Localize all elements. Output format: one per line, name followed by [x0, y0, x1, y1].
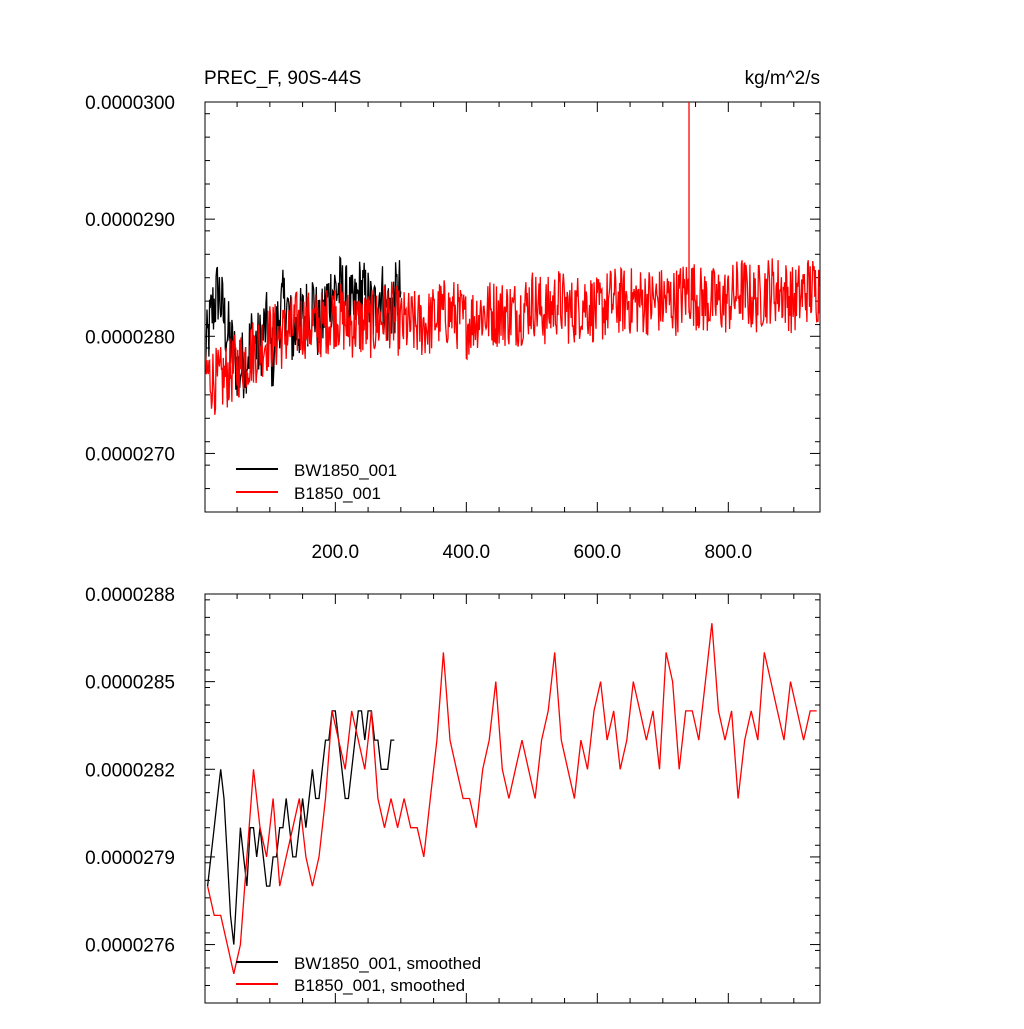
- y-tick-label: 0.0000276: [85, 936, 175, 957]
- x-tick-label: 200.0: [312, 542, 360, 563]
- series-line-b1850-001-smoothed: [206, 623, 817, 974]
- y-tick-label: 0.0000285: [85, 673, 175, 694]
- y-tick-label: 0.0000279: [85, 848, 175, 869]
- bottom-legend: BW1850_001, smoothed B1850_001, smoothed: [236, 954, 481, 995]
- y-tick-label: 0.0000288: [85, 585, 175, 606]
- y-tick-label: 0.0000300: [85, 93, 175, 114]
- legend-label-bw1850-smoothed: BW1850_001, smoothed: [294, 954, 481, 973]
- x-tick-label: 400.0: [443, 542, 491, 563]
- y-tick-label: 0.0000270: [85, 444, 175, 465]
- bottom-panel: 0.0000276 0.0000279 0.0000282 0.0000285 0.00…: [85, 585, 821, 1004]
- y-tick-label: 0.0000282: [85, 760, 175, 781]
- x-tick-label: 800.0: [705, 542, 753, 563]
- legend-label-bw1850: BW1850_001: [294, 461, 397, 480]
- plot-frame: [204, 593, 821, 1004]
- y-tick-label: 0.0000290: [85, 210, 175, 231]
- x-tick-label: 600.0: [574, 542, 622, 563]
- chart-title-right: kg/m^2/s: [745, 68, 820, 89]
- series-line-bw1850-001-smoothed: [206, 710, 395, 945]
- y-tick-label: 0.0000280: [85, 327, 175, 348]
- series-line-b1850-001: [205, 258, 820, 415]
- top-legend: BW1850_001 B1850_001: [236, 461, 397, 503]
- legend-label-b1850: B1850_001: [294, 484, 381, 503]
- legend-label-b1850-smoothed: B1850_001, smoothed: [294, 976, 465, 995]
- top-panel: 0.0000270 0.0000280 0.0000290 0.0000300 200.…: [85, 93, 821, 563]
- chart-title-left: PREC_F, 90S-44S: [204, 68, 361, 89]
